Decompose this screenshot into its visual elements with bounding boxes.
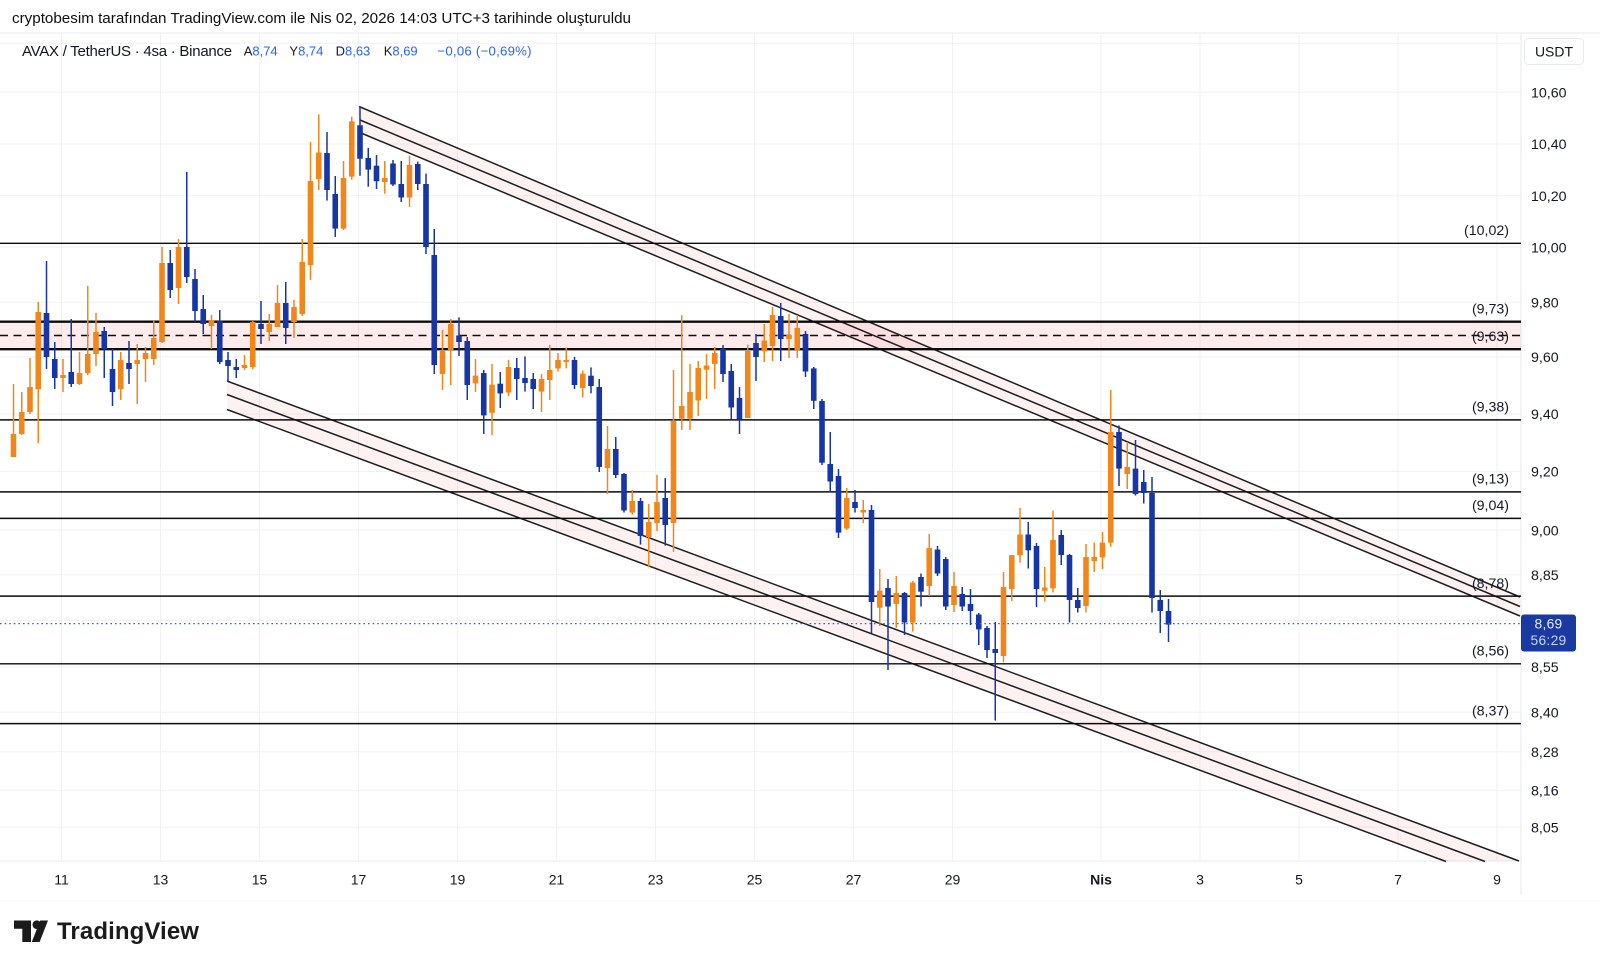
svg-text:TradingView: TradingView — [57, 918, 199, 945]
svg-text:(8,56): (8,56) — [1472, 644, 1509, 660]
svg-text:K8,69: K8,69 — [384, 44, 418, 59]
svg-text:3: 3 — [1196, 872, 1204, 888]
svg-text:56:29: 56:29 — [1530, 633, 1566, 648]
svg-text:−0,06 (−0,69%): −0,06 (−0,69%) — [437, 44, 531, 59]
svg-text:9,20: 9,20 — [1531, 465, 1559, 481]
svg-text:8,40: 8,40 — [1531, 706, 1559, 722]
svg-text:5: 5 — [1295, 872, 1303, 888]
svg-text:7: 7 — [1394, 872, 1402, 888]
svg-text:Y8,74: Y8,74 — [289, 44, 323, 59]
svg-text:19: 19 — [450, 872, 466, 888]
svg-text:10,40: 10,40 — [1531, 137, 1567, 153]
svg-text:(8,78): (8,78) — [1472, 576, 1509, 592]
svg-text:9,80: 9,80 — [1531, 296, 1559, 312]
svg-text:8,55: 8,55 — [1531, 660, 1559, 676]
svg-text:cryptobesim tarafından Trading: cryptobesim tarafından TradingView.com i… — [12, 10, 631, 27]
svg-text:8,28: 8,28 — [1531, 745, 1559, 761]
svg-text:9: 9 — [1493, 872, 1501, 888]
svg-text:8,16: 8,16 — [1531, 784, 1559, 800]
svg-text:10,60: 10,60 — [1531, 85, 1567, 101]
svg-text:17: 17 — [351, 872, 367, 888]
svg-text:(9,13): (9,13) — [1472, 472, 1509, 488]
svg-text:9,40: 9,40 — [1531, 407, 1559, 423]
svg-text:13: 13 — [153, 872, 169, 888]
svg-text:21: 21 — [549, 872, 565, 888]
svg-text:11: 11 — [54, 872, 69, 888]
svg-text:27: 27 — [846, 872, 862, 888]
svg-text:8,85: 8,85 — [1531, 568, 1559, 584]
svg-text:29: 29 — [945, 872, 961, 888]
svg-text:10,20: 10,20 — [1531, 189, 1567, 205]
svg-text:15: 15 — [252, 872, 268, 888]
svg-text:10,00: 10,00 — [1531, 241, 1567, 257]
svg-text:8,69: 8,69 — [1534, 617, 1562, 632]
svg-text:A8,74: A8,74 — [244, 44, 278, 59]
svg-text:8,05: 8,05 — [1531, 820, 1559, 836]
svg-text:(9,73): (9,73) — [1472, 302, 1509, 318]
svg-text:(9,63): (9,63) — [1472, 329, 1509, 345]
svg-text:23: 23 — [648, 872, 664, 888]
svg-text:9,60: 9,60 — [1531, 350, 1559, 366]
svg-text:USDT: USDT — [1535, 44, 1574, 60]
svg-text:AVAX / TetherUS · 4sa · Binanc: AVAX / TetherUS · 4sa · Binance — [22, 43, 232, 60]
svg-text:D8,63: D8,63 — [336, 44, 371, 59]
svg-text:(9,38): (9,38) — [1472, 400, 1509, 416]
svg-text:25: 25 — [747, 872, 763, 888]
svg-text:(10,02): (10,02) — [1464, 223, 1509, 239]
svg-text:9,00: 9,00 — [1531, 523, 1559, 539]
svg-text:Nis: Nis — [1090, 872, 1112, 888]
svg-text:(8,37): (8,37) — [1472, 703, 1509, 719]
svg-text:(9,04): (9,04) — [1472, 498, 1509, 514]
